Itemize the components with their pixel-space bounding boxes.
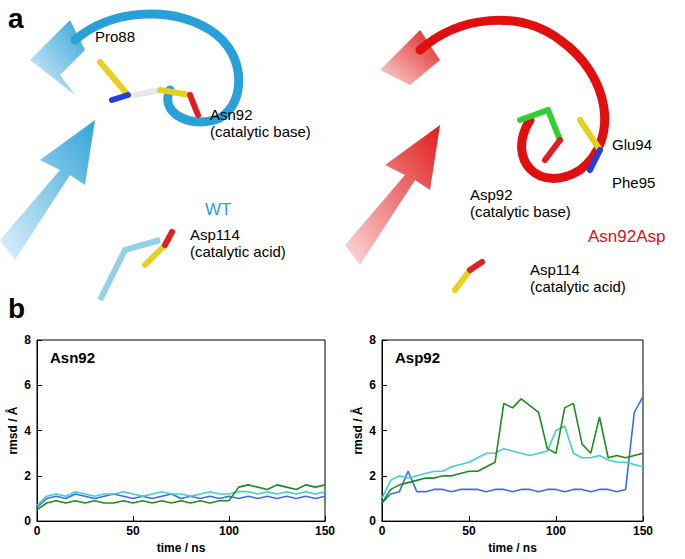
svg-text:WT: WT (205, 200, 231, 219)
svg-text:150: 150 (315, 524, 335, 538)
svg-text:time / ns: time / ns (488, 541, 537, 555)
svg-text:100: 100 (219, 524, 239, 538)
svg-text:b: b (8, 293, 25, 324)
svg-text:Asp92(catalytic base): Asp92(catalytic base) (470, 186, 571, 220)
svg-text:0: 0 (24, 514, 31, 528)
svg-text:2: 2 (24, 469, 31, 483)
svg-text:150: 150 (633, 524, 653, 538)
svg-text:time / ns: time / ns (157, 541, 206, 555)
svg-text:Asp92: Asp92 (395, 349, 440, 366)
svg-text:0: 0 (379, 524, 386, 538)
svg-text:8: 8 (24, 333, 31, 347)
svg-text:2: 2 (369, 469, 376, 483)
svg-text:4: 4 (369, 424, 376, 438)
svg-text:50: 50 (126, 524, 140, 538)
svg-text:0: 0 (369, 514, 376, 528)
svg-text:rmsd / Å: rmsd / Å (5, 406, 20, 454)
svg-text:8: 8 (369, 333, 376, 347)
svg-text:6: 6 (24, 378, 31, 392)
svg-text:50: 50 (462, 524, 476, 538)
svg-text:a: a (8, 3, 24, 34)
svg-text:Phe95: Phe95 (612, 174, 655, 191)
svg-text:rmsd / Å: rmsd / Å (350, 406, 365, 454)
svg-text:0: 0 (34, 524, 41, 538)
svg-text:Asn92(catalytic base): Asn92(catalytic base) (210, 106, 311, 140)
svg-text:Asn92: Asn92 (50, 349, 95, 366)
svg-text:Pro88: Pro88 (95, 28, 135, 45)
svg-text:100: 100 (546, 524, 566, 538)
svg-text:Asn92Asp: Asn92Asp (588, 227, 666, 246)
svg-text:Glu94: Glu94 (612, 136, 652, 153)
svg-text:Asp114(catalytic acid): Asp114(catalytic acid) (190, 226, 286, 260)
svg-text:4: 4 (24, 424, 31, 438)
svg-text:Asp114(catalytic acid): Asp114(catalytic acid) (530, 261, 626, 295)
svg-text:6: 6 (369, 378, 376, 392)
